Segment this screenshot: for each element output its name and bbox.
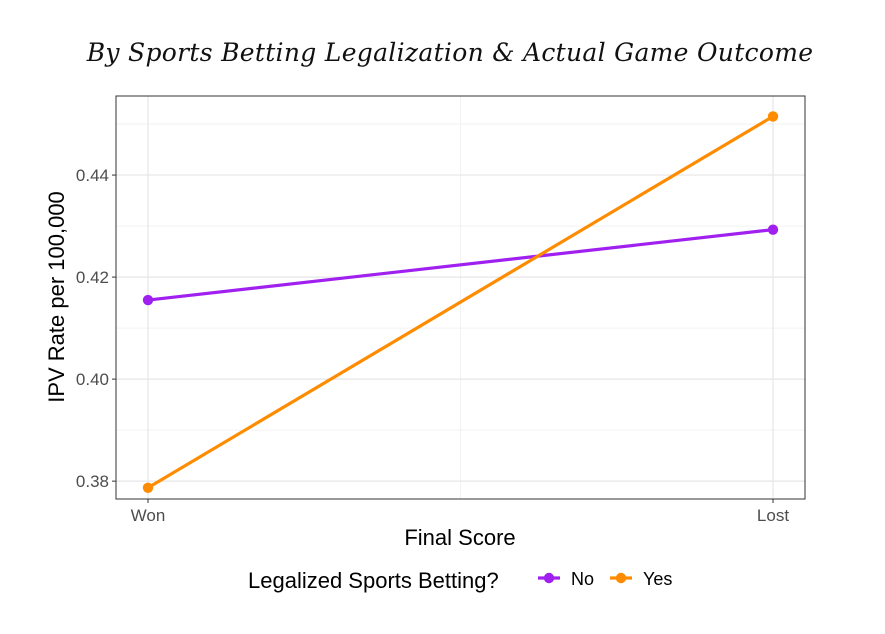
chart-title: By Sports Betting Legalization & Actual … [86, 38, 814, 67]
plot-panel-border [115, 95, 806, 500]
x-axis: Won Lost [131, 499, 789, 525]
legend-key-point-no [543, 572, 555, 584]
data-point-no-lost [767, 224, 779, 235]
x-axis-title: Final Score [404, 525, 515, 550]
y-axis: 0.38 0.40 0.42 0.44 [76, 166, 116, 491]
legend-label-no: No [571, 569, 594, 589]
y-axis-title: IPV Rate per 100,000 [44, 191, 69, 403]
data-point-yes-lost [767, 111, 779, 122]
grid-minor [116, 96, 805, 499]
data-point-yes-won [142, 482, 154, 493]
y-tick-label: 0.40 [76, 370, 109, 389]
x-tick-label: Lost [757, 506, 789, 525]
legend: Legalized Sports Betting? No Yes [248, 568, 672, 593]
legend-title: Legalized Sports Betting? [248, 568, 499, 593]
legend-label-yes: Yes [643, 569, 672, 589]
y-tick-label: 0.42 [76, 268, 109, 287]
series-line-yes [146, 114, 775, 490]
legend-key-point-yes [615, 572, 627, 584]
data-point-no-won [142, 294, 154, 306]
y-tick-label: 0.38 [76, 472, 109, 491]
y-tick-label: 0.44 [76, 166, 109, 185]
x-tick-label: Won [131, 506, 166, 525]
series-lines [146, 114, 775, 490]
series-points [142, 111, 779, 493]
series-line-no [146, 228, 775, 302]
